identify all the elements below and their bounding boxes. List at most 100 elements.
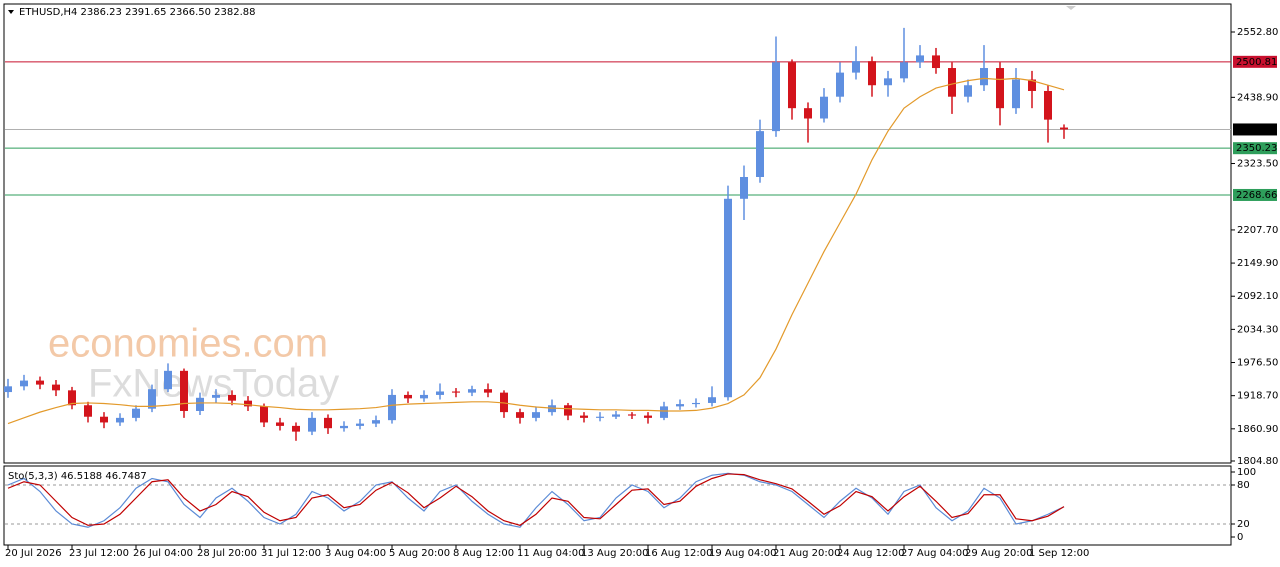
candle-body xyxy=(644,415,652,418)
candle-body xyxy=(996,68,1004,109)
candle-body xyxy=(372,420,380,424)
y-tick-label: 2552.80 xyxy=(1237,27,1278,38)
candle-body xyxy=(276,422,284,426)
candle-body xyxy=(692,402,700,405)
candle-body xyxy=(788,62,796,109)
candle-body xyxy=(980,68,988,86)
y-tick-label: 2207.70 xyxy=(1237,225,1278,236)
x-tick-label: 26 Jul 04:00 xyxy=(133,548,193,559)
watermark-text: economies.com xyxy=(48,322,328,366)
y-tick-label: 1804.80 xyxy=(1237,456,1278,467)
candle-body xyxy=(356,423,364,426)
candle-body xyxy=(228,394,236,401)
x-tick-label: 13 Aug 20:00 xyxy=(581,548,648,559)
watermark-text: FxNewsToday xyxy=(88,362,339,406)
watermark: economies.com FxNewsToday xyxy=(48,322,339,406)
x-tick-label: 20 Jul 2026 xyxy=(5,548,62,559)
y-tick-label: 80 xyxy=(1237,480,1250,491)
x-tick-label: 29 Aug 20:00 xyxy=(965,548,1032,559)
candle-body xyxy=(84,405,92,417)
candle-body xyxy=(100,416,108,423)
candle-body xyxy=(948,68,956,97)
candle-body xyxy=(884,78,892,86)
candle-body xyxy=(724,198,732,398)
y-tick-label: 2092.10 xyxy=(1237,291,1278,302)
stoch-line xyxy=(7,472,1065,528)
x-tick-label: 21 Aug 20:00 xyxy=(773,548,840,559)
candle-body xyxy=(804,108,812,119)
candle-body xyxy=(612,414,620,417)
candle-body xyxy=(852,61,860,73)
candle-body xyxy=(452,391,460,393)
level-label: 2350.23 xyxy=(1236,143,1277,154)
indicator-title: Sto(5,3,3) 46.5188 46.7487 xyxy=(8,471,147,482)
candle-body xyxy=(244,400,252,407)
candle-body xyxy=(20,380,28,387)
y-tick-label: 2034.30 xyxy=(1237,324,1278,335)
x-tick-label: 8 Aug 12:00 xyxy=(453,548,514,559)
candle-body xyxy=(324,417,332,429)
candle-body xyxy=(420,394,428,399)
x-tick-label: 16 Aug 12:00 xyxy=(645,548,712,559)
candle-body xyxy=(580,415,588,418)
x-tick-label: 27 Aug 04:00 xyxy=(901,548,968,559)
candle-body xyxy=(868,61,876,86)
candle-body xyxy=(916,55,924,63)
main-pane xyxy=(3,3,1232,464)
candle-body xyxy=(404,394,412,399)
candle-body xyxy=(52,384,60,391)
candle-body xyxy=(964,85,972,97)
candle-body xyxy=(436,391,444,395)
candle-body xyxy=(676,404,684,407)
candle-body xyxy=(564,405,572,416)
candle-body xyxy=(180,370,188,411)
y-tick-label: 1860.90 xyxy=(1237,424,1278,435)
stoch-pane xyxy=(3,465,1232,546)
candle-body xyxy=(900,62,908,79)
candle-body xyxy=(836,72,844,97)
scroll-marker xyxy=(1066,6,1076,10)
menu-arrow[interactable] xyxy=(8,10,14,14)
candle-body xyxy=(468,389,476,393)
level-label: 2382.88 xyxy=(1236,124,1277,135)
candle-body xyxy=(148,389,156,409)
x-tick-label: 1 Sep 12:00 xyxy=(1029,548,1089,559)
candle-body xyxy=(820,96,828,119)
candle-body xyxy=(1012,79,1020,109)
candle-body xyxy=(212,394,220,398)
candle-body xyxy=(132,408,140,418)
candle-body xyxy=(260,406,268,423)
x-tick-label: 24 Aug 12:00 xyxy=(837,548,904,559)
candle-body xyxy=(1060,127,1068,130)
x-tick-label: 5 Aug 20:00 xyxy=(389,548,450,559)
candle-body xyxy=(292,425,300,432)
candle-body xyxy=(932,55,940,69)
candle-body xyxy=(484,389,492,393)
x-tick-label: 19 Aug 04:00 xyxy=(709,548,776,559)
level-tag xyxy=(1233,55,1277,68)
candle-body xyxy=(1044,90,1052,120)
candle-body xyxy=(164,370,172,390)
moving-average xyxy=(7,77,1065,425)
level-tag xyxy=(1233,142,1277,155)
candle-body xyxy=(388,394,396,421)
x-tick-label: 11 Aug 04:00 xyxy=(517,548,584,559)
level-label: 2268.66 xyxy=(1236,190,1277,201)
candle-body xyxy=(516,412,524,418)
candle-body xyxy=(740,176,748,199)
candle-body xyxy=(36,380,44,385)
y-tick-label: 1918.70 xyxy=(1237,391,1278,402)
candle-body xyxy=(1028,79,1036,91)
y-tick-label: 0 xyxy=(1237,532,1243,543)
y-tick-label: 2149.90 xyxy=(1237,258,1278,269)
level-tag xyxy=(1233,188,1277,201)
x-tick-label: 31 Jul 12:00 xyxy=(261,548,321,559)
stoch-line xyxy=(7,473,1065,526)
candle-body xyxy=(628,414,636,416)
y-tick-label: 1976.50 xyxy=(1237,358,1278,369)
y-tick-label: 2323.50 xyxy=(1237,159,1278,170)
candle-body xyxy=(660,406,668,418)
level-tag xyxy=(1233,123,1277,136)
candle-body xyxy=(756,131,764,177)
